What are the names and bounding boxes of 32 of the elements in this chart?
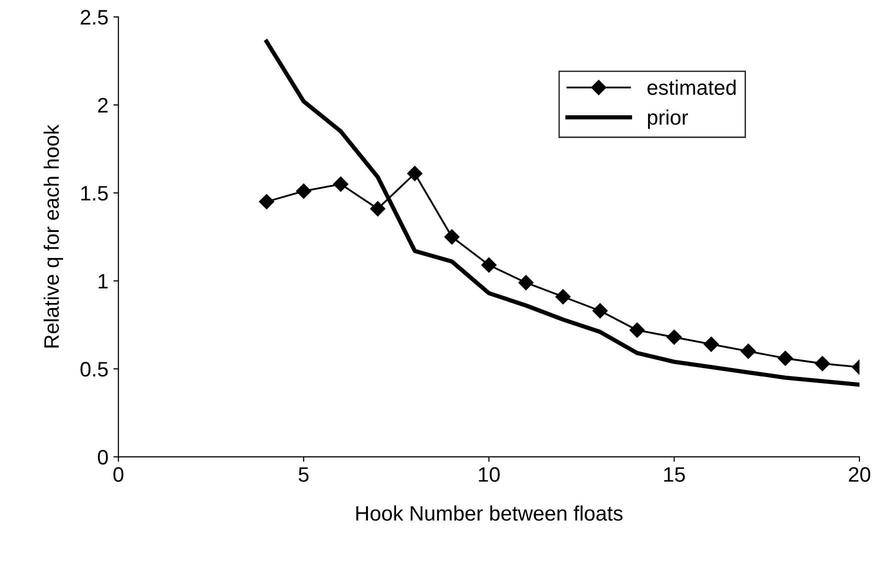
y-tick-label: 1.5: [81, 186, 108, 201]
point: [630, 322, 645, 338]
x-tick-label: 20: [848, 467, 870, 482]
point: [370, 201, 386, 216]
point: [296, 184, 312, 199]
point: [555, 289, 571, 304]
x-tick-label: 5: [298, 467, 309, 482]
x-axis-title: Hook Number between floats: [356, 505, 623, 521]
y-tick-label: 2.5: [80, 10, 108, 25]
point: [704, 336, 719, 352]
y-tick-label: 1: [98, 274, 108, 288]
y-tick-label: 0: [98, 450, 108, 465]
y-axis-title: Relative q for each hook: [44, 124, 64, 348]
legend-label: prior: [648, 110, 688, 129]
point: [814, 356, 830, 372]
line-series: [264, 39, 860, 387]
x-tick-label: 15: [664, 467, 685, 482]
point: [592, 303, 608, 318]
point: [333, 176, 348, 192]
point: [481, 257, 496, 273]
point: [778, 350, 793, 366]
point: [259, 194, 274, 210]
point: [407, 166, 422, 182]
x-tick-label: 0: [113, 467, 124, 482]
y-tick-label: 2: [98, 98, 108, 112]
y-tick-label: 0.5: [80, 362, 108, 377]
point: [740, 344, 756, 359]
point: [518, 275, 534, 290]
legend-label: estimated: [648, 80, 736, 95]
point: [666, 330, 682, 345]
point: [444, 229, 460, 244]
x-tick-label: 10: [478, 467, 500, 482]
